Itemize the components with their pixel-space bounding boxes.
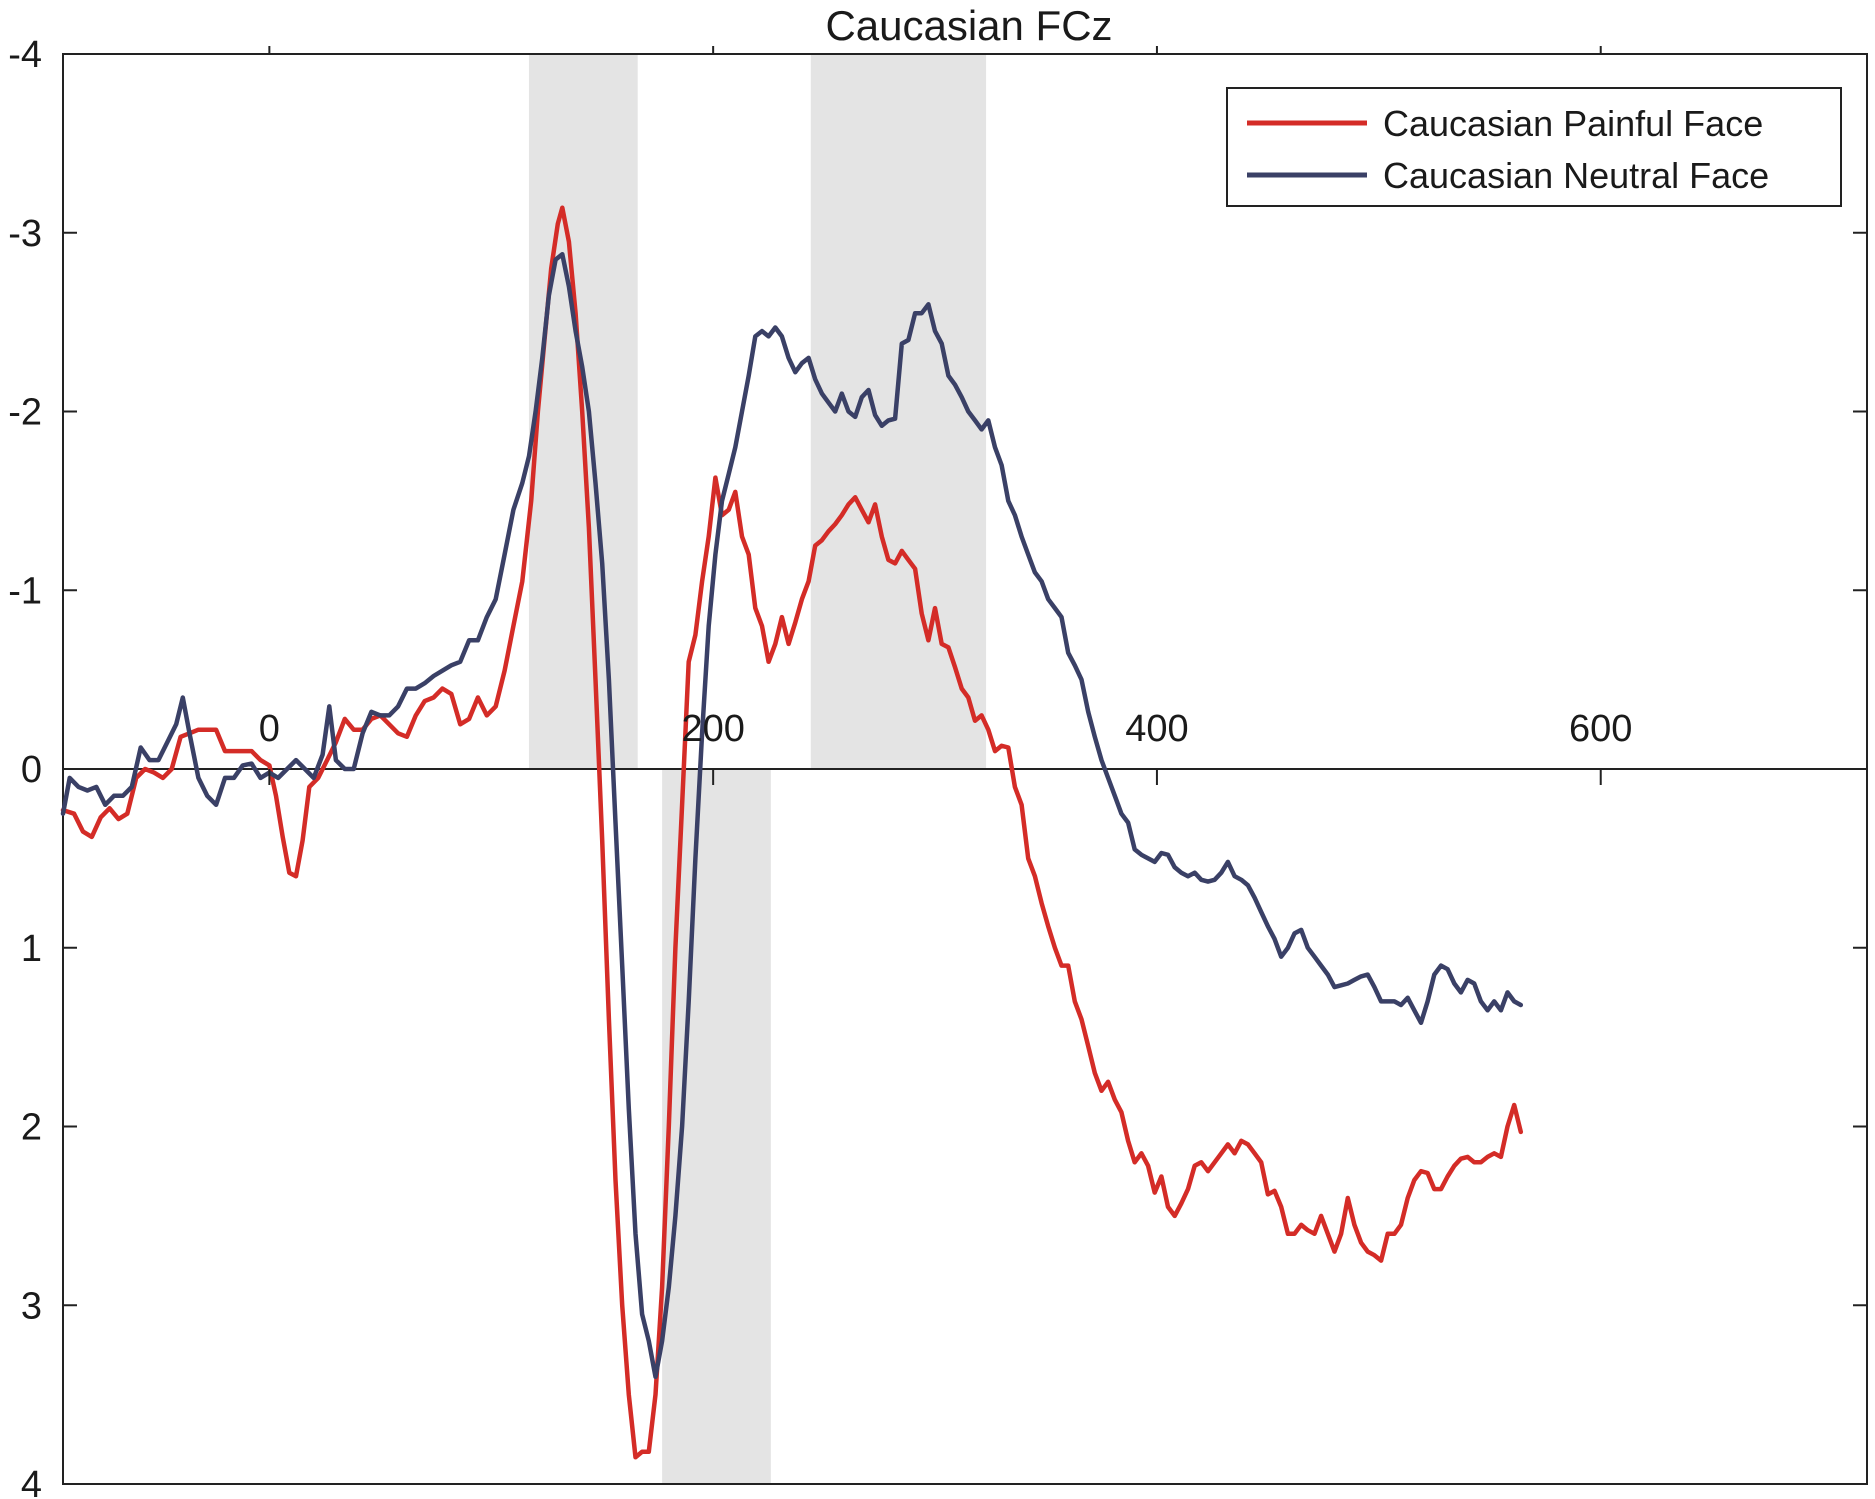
y-tick-label: -4 bbox=[8, 34, 42, 76]
y-tick-label: 1 bbox=[21, 928, 42, 970]
y-tick-label: -3 bbox=[8, 213, 42, 255]
y-tick-label: 0 bbox=[21, 749, 42, 791]
y-tick-label: 4 bbox=[21, 1464, 42, 1499]
y-axis-ticks: -4 -3 -2 -1 0 1 2 3 4 bbox=[8, 34, 1867, 1499]
legend-label-neutral: Caucasian Neutral Face bbox=[1383, 155, 1769, 196]
y-tick-label: 3 bbox=[21, 1285, 42, 1327]
legend: Caucasian Painful Face Caucasian Neutral… bbox=[1226, 87, 1842, 207]
shaded-windows bbox=[528, 54, 987, 1484]
series-line-1 bbox=[60, 251, 1524, 1380]
y-tick-label: -1 bbox=[8, 570, 42, 612]
legend-label-painful: Caucasian Painful Face bbox=[1383, 103, 1763, 144]
x-tick-label: 400 bbox=[1125, 708, 1188, 750]
chart-title: Caucasian FCz bbox=[825, 2, 1112, 49]
y-tick-label: 2 bbox=[21, 1107, 42, 1149]
x-tick-label: 600 bbox=[1569, 708, 1632, 750]
x-axis-ticks: 0 200 400 600 bbox=[259, 46, 1632, 785]
series-line-0 bbox=[60, 205, 1524, 1460]
x-tick-label: 0 bbox=[259, 708, 280, 750]
legend-box bbox=[1226, 87, 1842, 207]
y-tick-label: -2 bbox=[8, 392, 42, 434]
series-lines bbox=[60, 205, 1524, 1460]
shaded-window-2 bbox=[810, 54, 987, 769]
x-tick-label: 200 bbox=[681, 708, 744, 750]
